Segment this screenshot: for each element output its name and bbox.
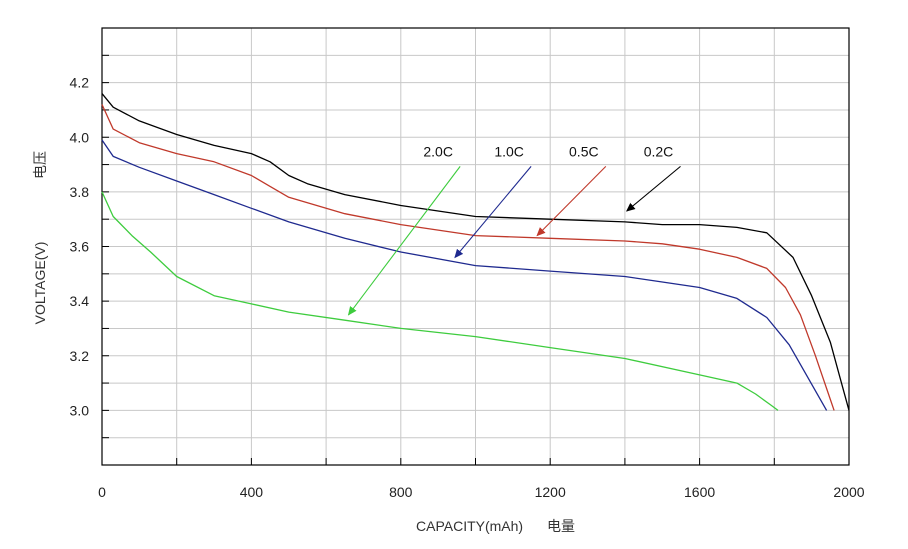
y-axis-label: VOLTAGE(V) (32, 242, 48, 325)
series-label-0_5C: 0.5C (569, 143, 599, 159)
series-line-0_5C (101, 104, 835, 411)
y-axis-label-cn: 电压 (32, 151, 48, 179)
series-layer (101, 93, 850, 411)
x-tick-label: 2000 (833, 484, 864, 500)
y-tick-label: 3.8 (70, 184, 90, 200)
x-axis-label-cn: 电量 (547, 518, 575, 534)
x-tick-label: 0 (98, 484, 106, 500)
y-tick-label: 3.2 (70, 348, 90, 364)
x-axis-label: CAPACITY(mAh) (416, 518, 523, 534)
y-tick-label: 3.4 (70, 293, 90, 309)
series-label-1_0C: 1.0C (494, 143, 524, 159)
series-line-2_0C (101, 191, 779, 411)
series-label-2_0C: 2.0C (423, 143, 453, 159)
x-tick-label: 400 (240, 484, 264, 500)
y-tick-label: 4.2 (70, 75, 90, 91)
series-line-1_0C (101, 139, 828, 411)
y-tick-label: 3.6 (70, 239, 90, 255)
y-tick-label: 3.0 (70, 402, 90, 418)
axis-ticks: 0 400 800 1200 1600 2000 3.0 3.2 3.4 3.6 3.8 4.0 4.2 (70, 54, 865, 500)
series-annotations: 0.2C 0.5C 1.0C 2.0C (347, 143, 681, 316)
x-tick-label: 1200 (535, 484, 566, 500)
series-arrow-2_0C (347, 166, 461, 316)
y-tick-label: 4.0 (70, 129, 90, 145)
series-arrow-0_2C (625, 165, 681, 212)
series-line-0_2C (101, 93, 850, 411)
series-arrow-0_5C (536, 165, 607, 237)
x-tick-label: 800 (389, 484, 413, 500)
series-arrow-1_0C (454, 166, 532, 259)
grid-lines (102, 28, 849, 465)
x-tick-label: 1600 (684, 484, 715, 500)
series-label-0_2C: 0.2C (644, 143, 674, 159)
